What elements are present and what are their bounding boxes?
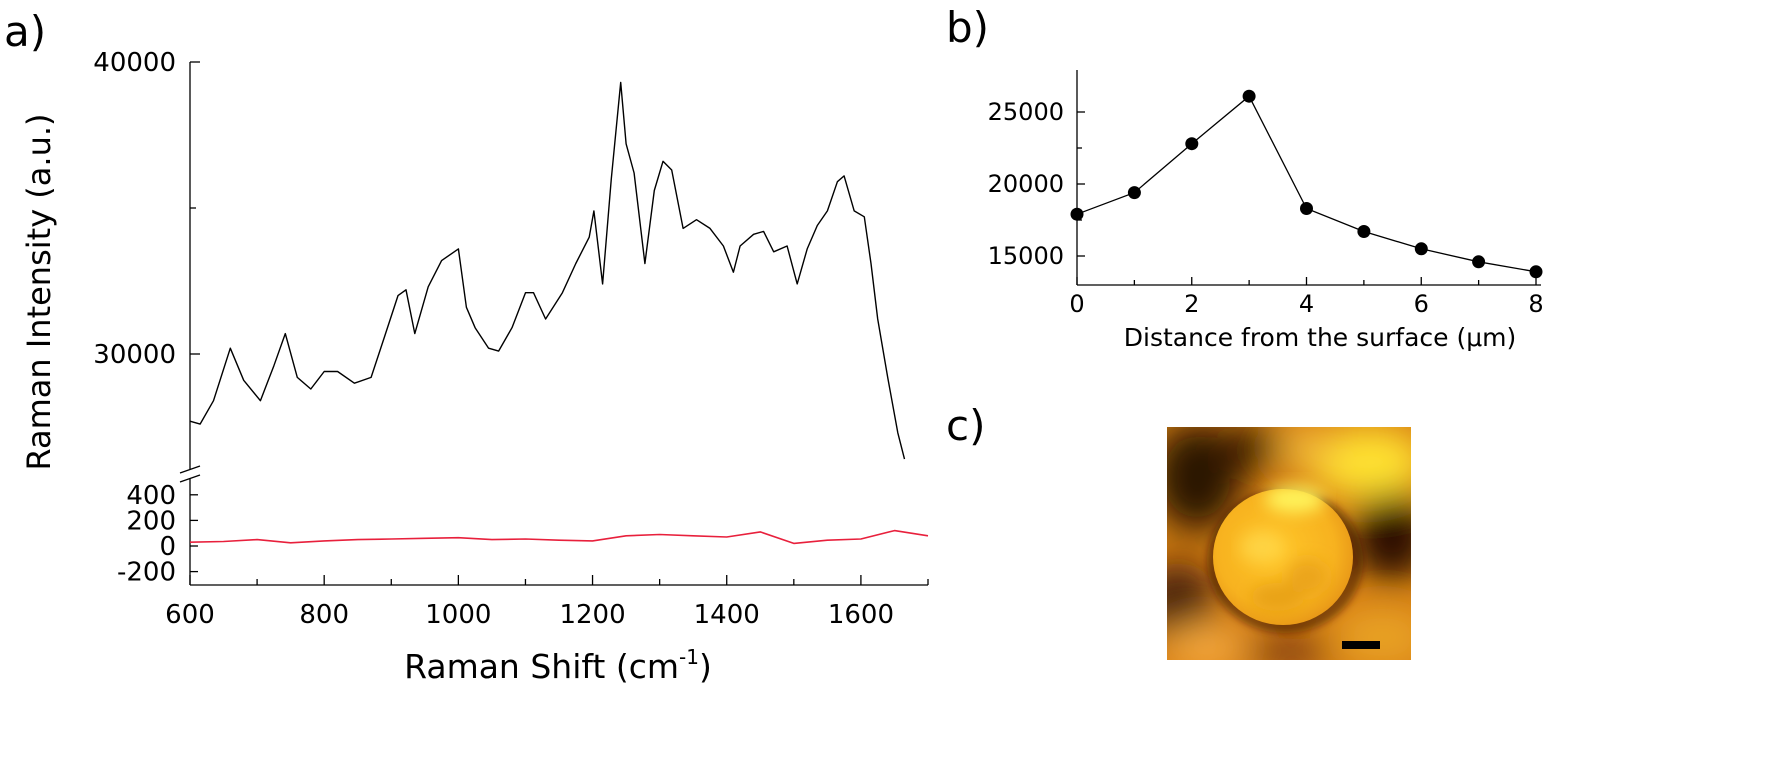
panel-a-label: a) (4, 7, 46, 56)
spectrum-x-axis-title-close: ) (699, 647, 712, 686)
distance-point (1242, 89, 1256, 103)
spectrum-axes (179, 62, 928, 586)
distance-x-axis-title: Distance from the surface (μm) (1124, 323, 1516, 352)
raman-spectrum-chart: 600 800 1000 1200 1400 160030000400004002000-… (20, 48, 929, 686)
distance-x-tick-label: 6 (1414, 290, 1429, 318)
spectrum-series (189, 81, 929, 545)
x-tick-label: 800 (299, 600, 349, 630)
micrograph-image (1167, 427, 1411, 660)
x-tick-label: 1200 (559, 600, 625, 630)
distance-line (1076, 95, 1542, 276)
distance-profile-chart: 0 2 4 6 8 15000 20000 25000 Distance from the s… (988, 70, 1544, 352)
distance-ticks: 0 2 4 6 8 15000 20000 25000 (988, 98, 1544, 318)
x-tick-label: 1400 (694, 600, 760, 630)
distance-series (1070, 89, 1543, 279)
spectrum-x-axis-title-superscript: -1 (679, 645, 699, 669)
distance-y-tick-label: 15000 (988, 242, 1064, 270)
distance-axes (1076, 70, 1541, 286)
micrograph-drawing (1167, 427, 1411, 660)
x-tick-label: 600 (165, 600, 215, 630)
distance-x-tick-label: 2 (1184, 290, 1199, 318)
distance-point (1357, 225, 1371, 238)
panel-b-label: b) (946, 3, 989, 52)
distance-x-tick-label: 0 (1069, 290, 1084, 318)
distance-x-tick-label: 8 (1528, 290, 1543, 318)
axis-break-mark (179, 474, 201, 483)
spectrum-line-reference (189, 529, 929, 545)
distance-point (1127, 186, 1141, 200)
x-tick-label: 1000 (425, 600, 491, 630)
distance-x-tick-label: 4 (1299, 290, 1314, 318)
spectrum-x-axis-title-main: Raman Shift (cm (404, 647, 679, 686)
x-tick-label: 1600 (828, 600, 894, 630)
distance-point (1070, 207, 1084, 221)
y-tick-label: 400 (126, 481, 176, 511)
distance-y-tick-label: 20000 (988, 170, 1064, 198)
distance-point (1414, 242, 1428, 256)
y-tick-label: 0 (159, 532, 176, 562)
y-tick-label: 200 (126, 506, 176, 536)
distance-y-tick-label: 25000 (988, 98, 1064, 126)
panel-c-label: c) (946, 401, 985, 450)
axis-break-mark (179, 465, 201, 474)
distance-point (1185, 137, 1199, 151)
spectrum-y-axis-title: Raman Intensity (a.u.) (20, 113, 58, 470)
y-tick-label: 40000 (93, 48, 176, 78)
y-tick-label: 30000 (93, 340, 176, 370)
spectrum-x-axis-title: Raman Shift (cm-1) (404, 645, 712, 686)
spectrum-ticks: 600 800 1000 1200 1400 1600 30000 40000 4002000-… (93, 48, 929, 630)
distance-point (1472, 255, 1486, 269)
spectrum-line-sample (189, 81, 906, 460)
y-tick-label: -200 (117, 558, 176, 588)
distance-point (1529, 265, 1543, 279)
distance-point (1300, 202, 1313, 215)
scale-bar (1342, 641, 1380, 649)
